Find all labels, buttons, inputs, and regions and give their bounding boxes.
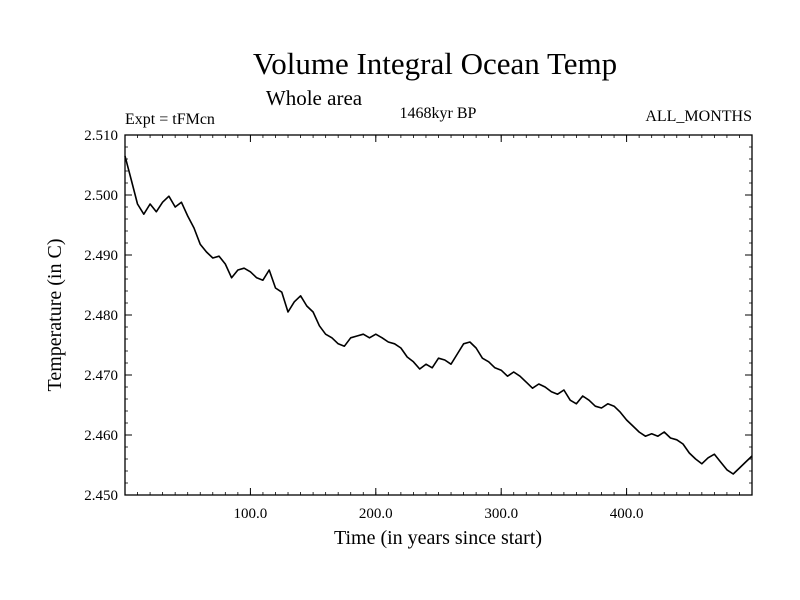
months-label: ALL_MONTHS [645, 108, 752, 125]
plot-frame [124, 134, 753, 496]
y-tick-label: 2.470 [84, 368, 118, 384]
x-tick-label: 100.0 [234, 506, 268, 522]
x-tick-label: 400.0 [610, 506, 644, 522]
y-tick-label: 2.510 [84, 128, 118, 144]
y-tick-label: 2.460 [84, 428, 118, 444]
y-axis-ticks: 2.450 2.460 2.470 2.480 2.490 2.500 2.510 [84, 128, 752, 504]
series-line [124, 155, 753, 475]
x-tick-label: 200.0 [359, 506, 393, 522]
y-tick-label: 2.500 [84, 188, 118, 204]
experiment-label: Expt = tFMcn [125, 111, 215, 128]
y-axis-label: Temperature (in C) [44, 239, 66, 392]
period-label: 1468kyr BP [400, 105, 477, 122]
x-tick-label: 300.0 [484, 506, 518, 522]
x-axis-label: Time (in years since start) [334, 527, 542, 549]
y-tick-label: 2.490 [84, 248, 118, 264]
chart-title: Volume Integral Ocean Temp [253, 46, 617, 81]
chart-subtitle: Whole area [266, 86, 363, 110]
y-tick-label: 2.480 [84, 308, 118, 324]
y-tick-label: 2.450 [84, 488, 118, 504]
series-layer [124, 155, 753, 475]
x-axis-ticks: 100.0 200.0 300.0 400.0 [124, 135, 753, 522]
